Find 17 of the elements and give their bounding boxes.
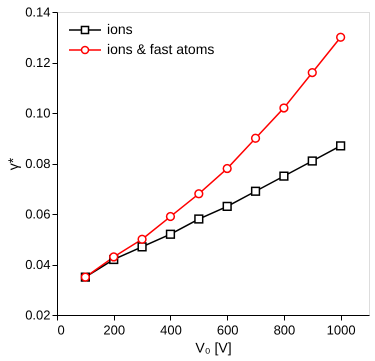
x-axis-title: V₀ [V] bbox=[195, 340, 232, 356]
x-tick-label: 0 bbox=[58, 322, 65, 338]
x-tick-label: 600 bbox=[216, 322, 239, 338]
y-tick-label: 0.12 bbox=[25, 55, 50, 70]
y-tick-label: 0.08 bbox=[25, 156, 50, 171]
y-tick-label: 0.06 bbox=[25, 206, 50, 222]
x-tick-label: 200 bbox=[103, 322, 126, 338]
y-tick-label: 0.10 bbox=[25, 106, 50, 120]
x-tick-label: 800 bbox=[274, 322, 296, 338]
y-tick-label: 0.14 bbox=[25, 4, 50, 20]
y-axis-title: γ* bbox=[5, 157, 22, 170]
legend-label: ions bbox=[107, 21, 133, 37]
legend-label: ions & fast atoms bbox=[107, 41, 214, 57]
x-tick-label: 400 bbox=[160, 322, 182, 338]
x-tick-label: 1000 bbox=[326, 322, 356, 338]
y-tick-label: 0.02 bbox=[25, 308, 50, 322]
y-tick-label: 0.04 bbox=[25, 257, 50, 272]
